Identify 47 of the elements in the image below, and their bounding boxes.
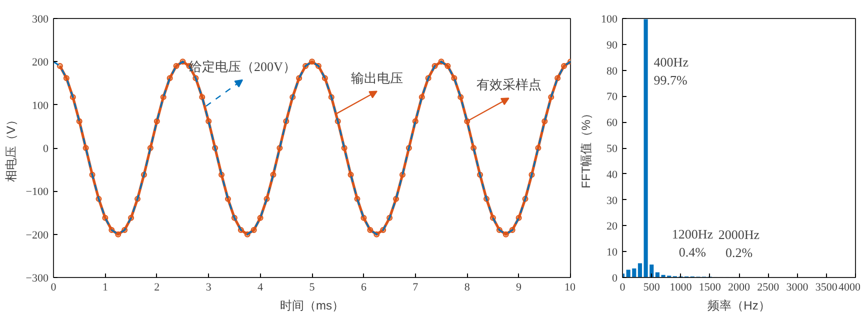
x-tick-label: 6 [360,282,367,294]
y-tick-label: 50 [606,143,618,155]
y-tick-label: 0 [43,143,49,155]
x-tick-label: 3500 [815,282,838,294]
y-tick-label: −300 [26,272,49,284]
y-tick-label: 10 [606,246,618,259]
y-tick-label: 30 [606,194,618,207]
y-tick-label: −200 [26,229,49,242]
y-tick-label: 0 [612,272,618,284]
x-tick-label: 4 [258,282,264,294]
x-tick-label: 2000 [728,282,750,294]
y-tick-label: 80 [606,65,618,78]
x-tick-label: 7 [412,282,419,294]
y-tick-label: 200 [32,56,49,69]
y-tick-label: 100 [601,14,618,26]
annotation: 400Hz 99.7% [654,54,689,88]
x-tick-label: 9 [516,282,522,294]
y-tick-label: −100 [26,186,49,198]
annotation: 2000Hz 0.2% [718,226,760,260]
annotation: 输出电压 [350,70,403,86]
x-tick-label: 2 [154,282,160,294]
x-tick-label: 10 [564,282,576,294]
y-tick-label: 60 [606,117,618,130]
x-tick-label: 4000 [838,282,861,294]
x-tick-label: 1 [102,282,108,294]
annotation: 1200Hz 0.4% [672,226,714,260]
y-tick-label: 90 [606,39,618,52]
y-tick-label: 70 [606,91,618,104]
x-tick-label: 1500 [698,282,722,294]
y-axis-title: 相电压（V） [4,114,18,182]
x-tick-label: 5 [309,282,316,294]
annotation: 有效采样点 [476,77,542,92]
x-tick-label: 3000 [786,282,809,294]
x-tick-label: 3 [206,282,212,294]
x-axis-title: 频率（Hz） [708,298,770,312]
x-tick-label: 0 [620,282,626,294]
y-axis-title: FFT幅值（%） [579,108,593,188]
x-axis-title: 时间（ms） [280,298,344,312]
y-tick-label: 40 [606,168,618,181]
y-tick-label: 300 [32,14,49,26]
x-tick-label: 2500 [757,282,780,294]
x-tick-label: 500 [643,282,660,294]
x-tick-label: 0 [50,282,57,294]
y-tick-label: 20 [606,220,618,233]
y-tick-label: 100 [32,100,49,112]
x-tick-label: 1000 [670,282,692,294]
x-tick-label: 8 [464,282,470,294]
